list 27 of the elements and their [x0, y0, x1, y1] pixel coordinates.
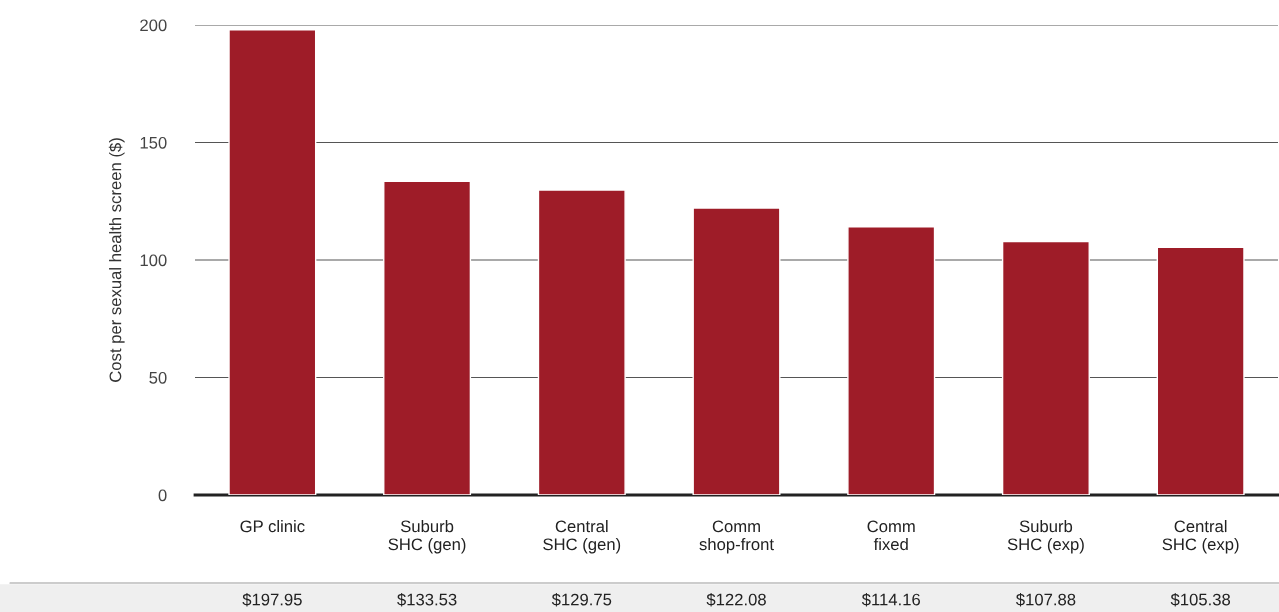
x-tick-label: Suburb SHC (gen)	[388, 520, 466, 554]
x-tick-label: Comm fixed	[867, 520, 915, 551]
data-label: $122.08	[706, 592, 766, 607]
y-tick-label: 50	[149, 371, 167, 384]
x-tick-label: Comm shop-front	[699, 520, 774, 554]
y-tick-label: 150	[140, 136, 167, 149]
data-label: $133.53	[397, 592, 457, 607]
y-tick-label: 100	[140, 254, 167, 267]
bar	[1156, 246, 1245, 495]
bar	[692, 207, 781, 495]
x-tick-label: Central SHC (exp)	[1162, 520, 1239, 554]
x-tick-label: GP clinic	[240, 520, 305, 533]
x-tick-label: Central SHC (gen)	[543, 520, 621, 554]
y-tick-label: 0	[158, 489, 167, 502]
bar	[1001, 240, 1090, 495]
y-tick-label: 200	[140, 19, 167, 32]
y-axis-title: Cost per sexual health screen ($)	[108, 138, 125, 382]
bar	[383, 180, 472, 495]
data-label: $129.75	[551, 592, 612, 607]
data-label: $107.88	[1015, 592, 1076, 607]
x-tick-label: Suburb SHC (exp)	[1007, 520, 1084, 554]
data-label: $197.95	[242, 592, 302, 607]
data-label: $105.38	[1170, 592, 1231, 607]
data-label: $114.16	[861, 592, 920, 607]
bar	[847, 226, 936, 495]
bar	[537, 189, 626, 495]
bar	[228, 29, 317, 495]
